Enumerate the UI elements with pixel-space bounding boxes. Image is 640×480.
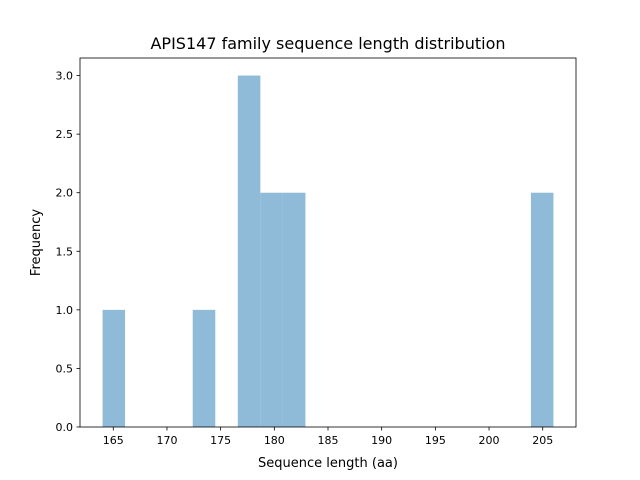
y-tick-label: 2.0 <box>56 187 74 200</box>
x-tick-label: 190 <box>371 434 392 447</box>
x-tick-label: 195 <box>425 434 446 447</box>
chart-title: APIS147 family sequence length distribut… <box>150 34 505 53</box>
y-tick-label: 1.0 <box>56 304 74 317</box>
y-tick-label: 1.5 <box>56 245 74 258</box>
y-tick-label: 0.5 <box>56 362 74 375</box>
x-tick-label: 205 <box>532 434 553 447</box>
x-tick-label: 200 <box>479 434 500 447</box>
x-tick-label: 165 <box>103 434 124 447</box>
x-tick-label: 175 <box>210 434 231 447</box>
y-axis-label: Frequency <box>29 209 44 276</box>
x-tick-label: 170 <box>156 434 177 447</box>
x-tick-label: 185 <box>318 434 339 447</box>
histogram-bar <box>260 192 283 427</box>
y-tick-label: 3.0 <box>56 70 74 83</box>
histogram-bar <box>282 192 306 427</box>
x-axis-label: Sequence length (aa) <box>258 456 398 471</box>
y-tick-label: 2.5 <box>56 128 74 141</box>
x-tick-label: 180 <box>264 434 285 447</box>
histogram-bar <box>102 309 126 427</box>
histogram-bar <box>530 192 554 427</box>
histogram-bar <box>192 309 216 427</box>
y-tick-label: 0.0 <box>56 421 74 434</box>
histogram-bar <box>237 75 261 428</box>
